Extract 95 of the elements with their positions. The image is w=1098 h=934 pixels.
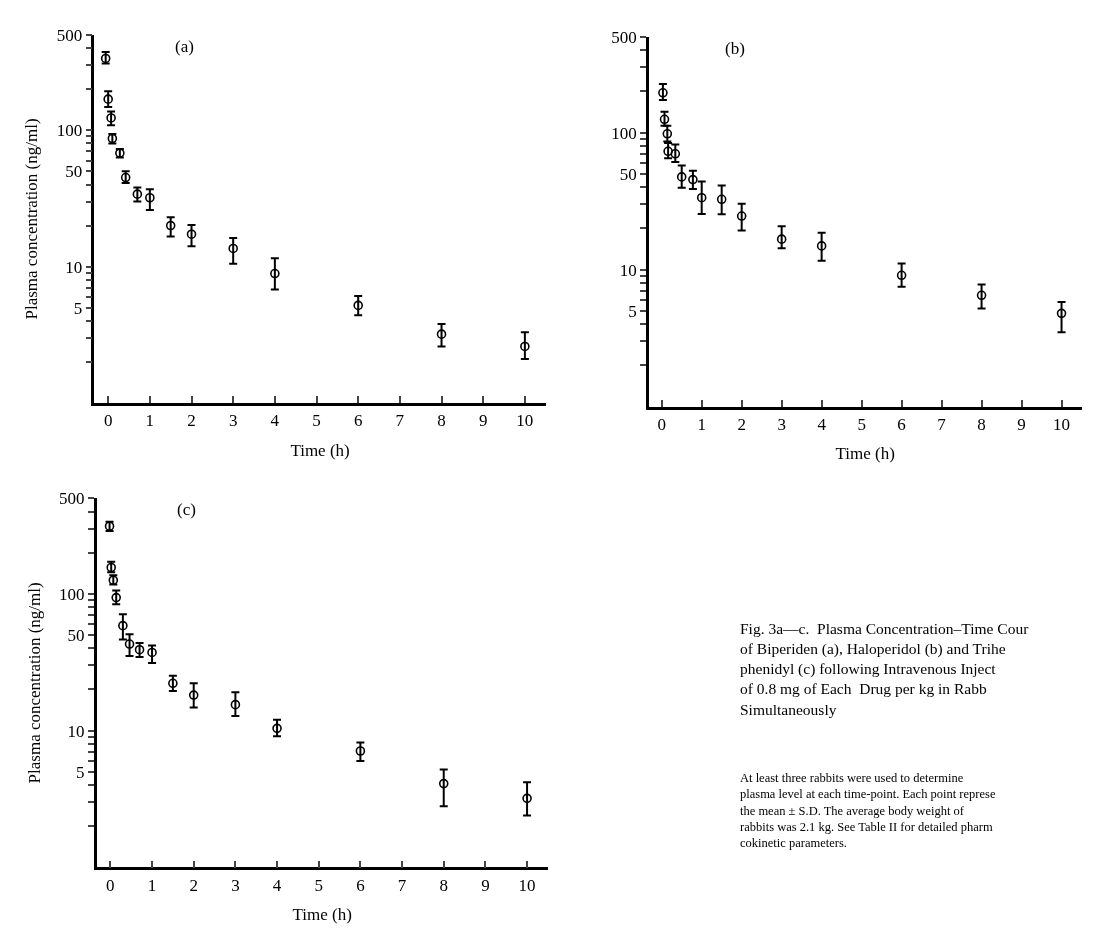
x-tick-label: 4 (270, 411, 280, 431)
x-tick-label: 0 (103, 411, 113, 431)
x-tick-label: 7 (395, 411, 405, 431)
x-tick-label: 6 (353, 411, 363, 431)
x-axis-title: Time (h) (290, 440, 350, 460)
point (520, 341, 530, 352)
point (124, 639, 135, 649)
y-tick-label: 10 (619, 260, 637, 280)
x-tick-label: 0 (657, 414, 666, 434)
point (106, 113, 116, 123)
point (522, 793, 532, 804)
text: Fig. 3a—c. Plasma Concentration–Time Cour of Biperiden (a), Haloperidol (b) and Trihe phenidyl (c) following Intravenous Inject of 0.8 mg of Each Drug per kg in Rabb Simultaneously (740, 620, 1030, 718)
y-tick-label: 10 (65, 257, 83, 277)
x-tick-label: 7 (397, 875, 407, 895)
point (659, 114, 670, 125)
point (438, 778, 449, 789)
point (230, 699, 241, 710)
x-tick-label: 5 (857, 414, 866, 434)
x-tick-label: 7 (937, 414, 947, 434)
x-tick-label: 6 (897, 414, 906, 434)
x-tick-label: 9 (478, 411, 488, 431)
x-tick-label: 6 (356, 875, 365, 895)
x-tick-label: 10 (1053, 414, 1071, 434)
x-tick-label: 9 (1017, 414, 1026, 434)
point (716, 194, 727, 205)
x-axis-title: Time (h) (835, 444, 895, 464)
y-tick-label: 100 (56, 121, 83, 141)
point (270, 268, 280, 279)
y-tick-label: 100 (58, 584, 85, 604)
x-tick-label: 10 (518, 875, 536, 895)
point (145, 192, 155, 203)
point (816, 241, 827, 251)
point (976, 290, 987, 301)
x-tick-label: 8 (977, 414, 986, 434)
annotation: (c) (177, 500, 196, 519)
y-tick-label: 100 (611, 123, 637, 143)
point (663, 146, 673, 157)
point (134, 644, 145, 655)
point (147, 647, 157, 658)
point (272, 723, 282, 734)
y-axis-title: Plasma concentration (ng/ml) (24, 582, 44, 784)
x-tick-label: 9 (481, 875, 490, 895)
y-tick-label: 500 (611, 27, 637, 47)
y-tick-label: 50 (619, 164, 637, 184)
x-tick-label: 3 (777, 414, 786, 434)
point (676, 172, 687, 182)
x-tick-label: 3 (228, 411, 238, 431)
annotation: (b) (725, 39, 745, 58)
x-axis-title: Time (h) (292, 904, 352, 924)
x-tick-label: 10 (516, 411, 534, 431)
x-tick-label: 2 (187, 411, 196, 431)
point (436, 329, 447, 339)
point (168, 678, 178, 689)
y-tick-label: 50 (67, 626, 85, 646)
y-tick-label: 10 (67, 721, 85, 741)
point (658, 88, 668, 98)
x-tick-label: 0 (106, 875, 115, 895)
x-tick-label: 1 (697, 414, 706, 434)
point (355, 746, 366, 756)
point (696, 192, 707, 203)
point (670, 149, 681, 159)
point (165, 220, 176, 231)
x-tick-label: 8 (439, 875, 448, 895)
y-tick-label: 5 (628, 301, 637, 321)
y-tick-label: 500 (56, 25, 83, 45)
point (736, 211, 747, 221)
point (1056, 308, 1067, 319)
y-axis-title: Plasma concentration (ng/ml) (22, 118, 42, 320)
x-tick-label: 1 (147, 875, 157, 895)
point (103, 94, 113, 104)
x-tick-label: 5 (312, 411, 321, 431)
x-tick-label: 8 (437, 411, 446, 431)
x-tick-label: 4 (817, 414, 827, 434)
point (186, 229, 197, 239)
point (132, 189, 143, 199)
point (688, 174, 698, 185)
x-tick-label: 1 (145, 411, 155, 431)
point (896, 270, 907, 281)
x-tick-label: 2 (737, 414, 746, 434)
y-tick-label: 50 (65, 162, 83, 182)
point (776, 234, 787, 244)
x-tick-label: 4 (272, 875, 282, 895)
x-tick-label: 3 (231, 875, 240, 895)
y-tick-label: 500 (58, 489, 85, 509)
y-tick-label: 5 (73, 298, 83, 318)
x-tick-label: 5 (314, 875, 323, 895)
point (228, 243, 238, 254)
text: At least three rabbits were used to determine plasma level at each time-point. Each point represe the mean ± S.D. The average body weight of rabbits was 2.1 kg. See Table II for detailed pharm cokinetic parameters. (740, 771, 996, 850)
x-tick-label: 2 (189, 875, 198, 895)
point (118, 620, 128, 631)
y-tick-label: 5 (75, 762, 85, 782)
point (188, 690, 199, 700)
point (353, 300, 363, 311)
annotation: (a) (175, 37, 194, 56)
point (662, 128, 673, 139)
